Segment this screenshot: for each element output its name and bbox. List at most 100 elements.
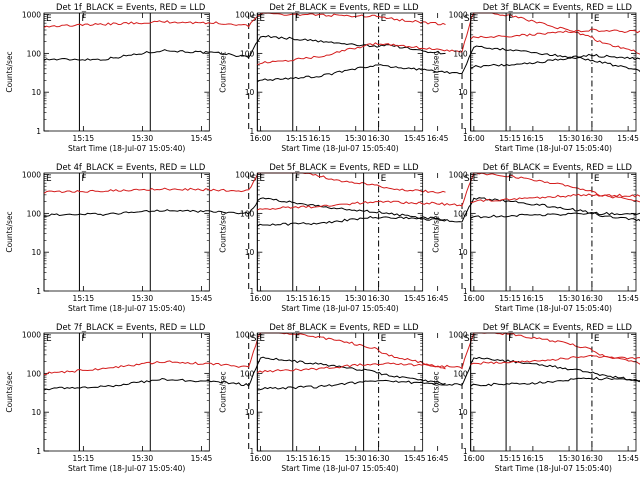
series-events-line [257, 197, 640, 227]
y-tick-label: 1000 [22, 11, 41, 20]
y-tick-label: 1 [250, 447, 255, 456]
x-tick-label: 16:30 [581, 134, 603, 143]
x-tick-label: 16:30 [581, 294, 603, 303]
x-axis-label: Start Time (18-Jul-07 15:05:40) [68, 144, 185, 153]
x-tick-label: 16:45 [427, 294, 449, 303]
x-tick-label: 16:15 [522, 454, 544, 463]
x-tick-label: 16:00 [250, 134, 272, 143]
series-lld-line [257, 12, 640, 66]
y-tick-label: 1000 [22, 171, 41, 180]
x-tick-label: 16:30 [368, 294, 390, 303]
x-tick-label: 16:00 [463, 454, 485, 463]
series-lld-line [43, 12, 446, 28]
marker-label: F [508, 14, 513, 24]
y-tick-label: 10 [31, 88, 41, 97]
series-lld-line [43, 172, 446, 194]
y-tick-label: 1 [36, 287, 41, 296]
x-axis-label: Start Time (18-Jul-07 15:05:40) [281, 304, 398, 313]
x-tick-label: 16:30 [368, 134, 390, 143]
x-tick-label: 15:45 [404, 134, 426, 143]
y-axis-label: Counts/sec [218, 51, 227, 92]
x-tick-label: 15:45 [404, 454, 426, 463]
x-tick-label: 16:15 [309, 454, 331, 463]
panel-title: Det 9f_BLACK = Events, RED = LLD [483, 322, 632, 332]
x-tick-label: 15:15 [286, 134, 308, 143]
y-tick-label: 10 [31, 408, 41, 417]
y-tick-label: 1 [36, 447, 41, 456]
marker-label: F [81, 334, 86, 344]
y-tick-label: 1 [463, 287, 468, 296]
panel-det-7: Det 7f_BLACK = Events, RED = LLD 1 10 100 10… [5, 322, 449, 473]
marker-label: E [259, 14, 265, 24]
x-tick-label: 15:30 [132, 294, 154, 303]
x-tick-label: 16:45 [427, 454, 449, 463]
marker-label: S [251, 14, 257, 24]
panel-title: Det 6f_BLACK = Events, RED = LLD [483, 162, 632, 172]
y-tick-label: 100 [27, 209, 42, 218]
y-tick-label: 1000 [235, 11, 254, 20]
marker-label: E [259, 334, 265, 344]
x-axis-label: Start Time (18-Jul-07 15:05:40) [68, 304, 185, 313]
x-tick-label: 15:30 [558, 454, 580, 463]
x-tick-label: 16:00 [250, 294, 272, 303]
x-tick-label: 15:15 [73, 134, 95, 143]
y-tick-label: 100 [27, 49, 42, 58]
x-tick-label: 16:15 [522, 294, 544, 303]
marker-label: S [251, 334, 257, 344]
series-events-line [257, 356, 640, 391]
panel-title: Det 3f_BLACK = Events, RED = LLD [483, 2, 632, 12]
x-tick-label: 15:15 [73, 454, 95, 463]
y-axis-label: Counts/sec [218, 371, 227, 412]
marker-label: F [295, 174, 300, 184]
marker-label: S [464, 174, 470, 184]
y-tick-label: 1 [250, 127, 255, 136]
panel-det-6: Det 6f_BLACK = Events, RED = LLD 1 10 100 10… [432, 162, 640, 313]
panel-title: Det 7f_BLACK = Events, RED = LLD [56, 322, 205, 332]
panel-det-4: Det 4f_BLACK = Events, RED = LLD 1 10 100 10… [5, 162, 449, 313]
marker-label: F [295, 334, 300, 344]
marker-label: E [473, 14, 479, 24]
panel-det-8: Det 8f_BLACK = Events, RED = LLD 1 10 100 10… [218, 322, 640, 473]
y-tick-label: 1000 [22, 331, 41, 340]
x-tick-label: 16:00 [463, 294, 485, 303]
y-tick-label: 100 [240, 49, 255, 58]
marker-label: F [508, 334, 513, 344]
x-tick-label: 15:30 [558, 294, 580, 303]
marker-label: E [594, 334, 600, 344]
x-tick-label: 16:15 [522, 134, 544, 143]
series-lld-line [257, 172, 640, 211]
marker-label: E [594, 174, 600, 184]
panel-title: Det 8f_BLACK = Events, RED = LLD [269, 322, 418, 332]
x-tick-label: 15:30 [558, 134, 580, 143]
y-tick-label: 100 [453, 49, 468, 58]
y-tick-label: 100 [240, 369, 255, 378]
x-axis-label: Start Time (18-Jul-07 15:05:40) [68, 464, 185, 473]
x-tick-label: 15:15 [286, 294, 308, 303]
x-tick-label: 15:30 [345, 454, 367, 463]
x-axis-label: Start Time (18-Jul-07 15:05:40) [495, 304, 612, 313]
y-tick-label: 1 [36, 127, 41, 136]
y-tick-label: 100 [240, 209, 255, 218]
y-tick-label: 10 [458, 408, 468, 417]
panel-title: Det 4f_BLACK = Events, RED = LLD [56, 162, 205, 172]
y-tick-label: 1000 [449, 11, 468, 20]
x-axis-label: Start Time (18-Jul-07 15:05:40) [281, 464, 398, 473]
marker-label: S [464, 334, 470, 344]
y-tick-label: 10 [458, 248, 468, 257]
x-tick-label: 15:15 [286, 454, 308, 463]
y-tick-label: 10 [245, 88, 255, 97]
y-tick-label: 10 [245, 248, 255, 257]
x-tick-label: 16:00 [463, 134, 485, 143]
panel-title: Det 2f_BLACK = Events, RED = LLD [269, 2, 418, 12]
marker-label: E [473, 174, 479, 184]
y-tick-label: 1 [463, 127, 468, 136]
x-tick-label: 16:15 [309, 134, 331, 143]
x-tick-label: 16:00 [250, 454, 272, 463]
series-lld-line [470, 28, 640, 40]
x-tick-label: 15:30 [132, 134, 154, 143]
y-tick-label: 10 [245, 408, 255, 417]
y-tick-label: 100 [453, 209, 468, 218]
marker-label: E [46, 14, 52, 24]
series-events-line [257, 45, 640, 83]
